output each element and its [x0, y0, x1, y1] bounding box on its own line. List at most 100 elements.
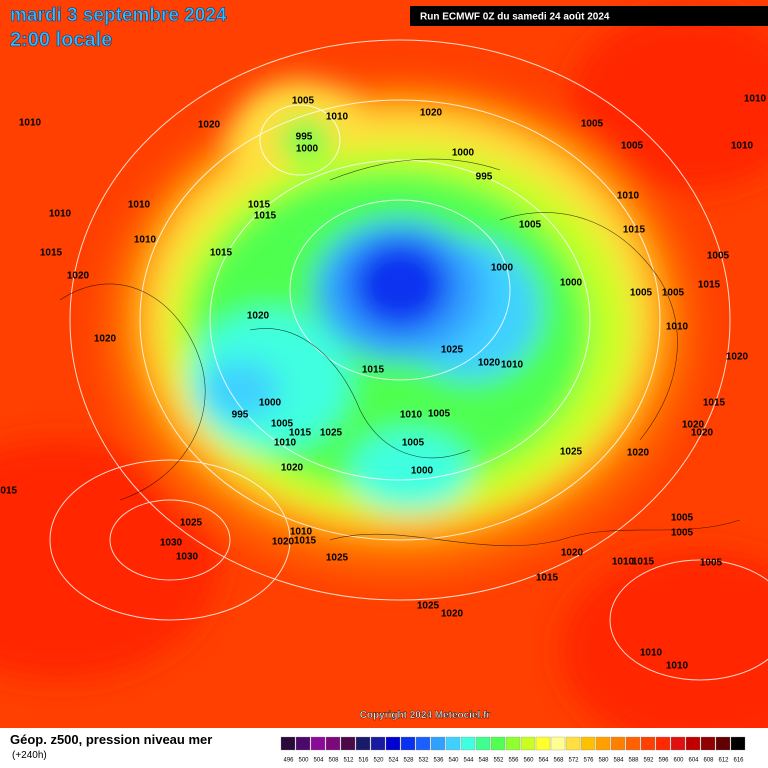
legend-swatch	[280, 736, 296, 751]
legend-swatch	[355, 736, 371, 751]
pressure-label: 1025	[326, 553, 349, 564]
legend-label: 500	[298, 758, 309, 764]
pressure-label: 1020	[691, 428, 714, 439]
legend-label: 592	[643, 758, 654, 764]
pressure-label: 1005	[581, 119, 604, 130]
pressure-label: 1010	[612, 557, 635, 568]
pressure-label: 1015	[40, 248, 63, 259]
legend-label: 600	[673, 758, 684, 764]
legend-label: 584	[613, 758, 624, 764]
pressure-label: 1015	[703, 398, 726, 409]
pressure-label: 1025	[441, 345, 464, 356]
legend-swatch	[415, 736, 431, 751]
legend-label: 564	[538, 758, 549, 764]
pressure-label: 1020	[420, 108, 443, 119]
pressure-label: 1005	[519, 220, 542, 231]
legend-label: 616	[733, 758, 744, 764]
pressure-label: 1025	[320, 428, 343, 439]
legend-swatch	[445, 736, 461, 751]
run-banner	[410, 6, 768, 26]
pressure-label: 1010	[617, 191, 640, 202]
legend-label: 516	[358, 758, 369, 764]
legend-label: 520	[373, 758, 384, 764]
pressure-label: 1010	[400, 410, 423, 421]
pressure-label: 1010	[731, 141, 754, 152]
pressure-label: 1010	[326, 112, 349, 123]
legend-label: 612	[718, 758, 729, 764]
legend-label: 576	[583, 758, 594, 764]
legend-swatch	[625, 736, 641, 751]
pressure-label: 995	[296, 132, 313, 143]
legend-swatch	[385, 736, 401, 751]
pressure-label: 1000	[259, 398, 282, 409]
pressure-label: 1030	[160, 538, 183, 549]
pressure-label: 1005	[662, 288, 685, 299]
legend-swatch	[670, 736, 686, 751]
pressure-label: 1015	[289, 428, 312, 439]
pressure-label: 1020	[726, 352, 749, 363]
legend-label: 532	[418, 758, 429, 764]
pressure-label: 1015	[210, 248, 233, 259]
pressure-label: 1020	[627, 448, 650, 459]
pressure-label: 995	[476, 172, 493, 183]
pressure-label: 1015	[0, 486, 18, 497]
pressure-label: 1000	[491, 263, 514, 274]
pressure-label: 1020	[281, 463, 304, 474]
footer-title: Géop. z500, pression niveau mer	[10, 732, 212, 747]
pressure-label: 1005	[428, 409, 451, 420]
legend-swatch	[655, 736, 671, 751]
pressure-label: 1005	[292, 96, 315, 107]
pressure-label: 1000	[411, 466, 434, 477]
pressure-label: 1020	[272, 537, 295, 548]
pressure-label: 1010	[666, 322, 689, 333]
legend-swatch	[640, 736, 656, 751]
legend-label: 508	[328, 758, 339, 764]
pressure-label: 1015	[362, 365, 385, 376]
field	[0, 0, 768, 728]
legend-label: 540	[448, 758, 459, 764]
legend-swatch	[310, 736, 326, 751]
legend-swatch	[475, 736, 491, 751]
legend-swatch	[580, 736, 596, 751]
pressure-label: 995	[232, 410, 249, 421]
pressure-label: 1000	[452, 148, 475, 159]
pressure-label: 1005	[707, 251, 730, 262]
pressure-label: 1005	[621, 141, 644, 152]
pressure-label: 1005	[271, 419, 294, 430]
pressure-label: 1010	[744, 94, 767, 105]
pressure-label: 1010	[290, 527, 313, 538]
legend-swatch	[685, 736, 701, 751]
pressure-label: 1005	[671, 513, 694, 524]
pressure-label: 1010	[49, 209, 72, 220]
pressure-label: 1025	[560, 447, 583, 458]
legend-swatch	[400, 736, 416, 751]
pressure-label: 1005	[700, 558, 723, 569]
pressure-label: 1000	[296, 144, 319, 155]
run-info: Run ECMWF 0Z du samedi 24 août 2024	[420, 12, 610, 23]
legend-label: 596	[658, 758, 669, 764]
legend-label: 580	[598, 758, 609, 764]
pressure-label: 1020	[561, 548, 584, 559]
legend-label: 608	[703, 758, 714, 764]
legend-swatch	[505, 736, 521, 751]
pressure-label: 1015	[623, 225, 646, 236]
pressure-label: 1020	[247, 311, 270, 322]
time-title: 2:00 locale	[10, 29, 112, 51]
legend: 496 500 504 508 512 516 520 524 528 532 536 540 544 5…	[280, 736, 746, 764]
pressure-label: 1020	[478, 358, 501, 369]
pressure-label: 1010	[128, 200, 151, 211]
pressure-label: 1010	[19, 118, 42, 129]
legend-swatch	[460, 736, 476, 751]
pressure-label: 1010	[501, 360, 524, 371]
pressure-label: 1015	[254, 211, 277, 222]
legend-swatch	[340, 736, 356, 751]
legend-label: 588	[628, 758, 639, 764]
legend-swatch	[535, 736, 551, 751]
pressure-label: 1020	[682, 420, 705, 431]
legend-label: 568	[553, 758, 564, 764]
legend-label: 572	[568, 758, 579, 764]
pressure-label: 1005	[630, 288, 653, 299]
legend-swatch	[595, 736, 611, 751]
footer-lead: (+240h)	[12, 750, 47, 761]
